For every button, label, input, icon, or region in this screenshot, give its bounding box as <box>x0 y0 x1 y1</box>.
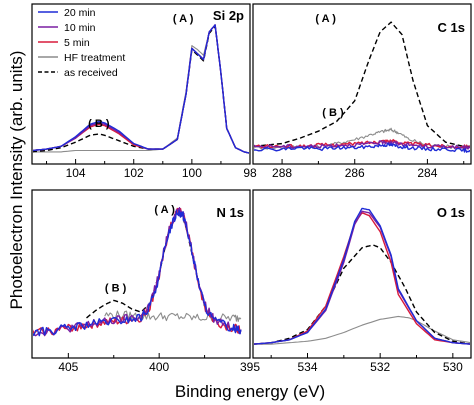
series-line-20-min <box>33 209 242 337</box>
panel-title: Si 2p <box>213 8 244 23</box>
plot-area <box>254 21 470 153</box>
panel-frame <box>31 189 251 359</box>
series-line-10-min <box>254 210 470 345</box>
panel-n-1s: 405 400 395 N 1s ( A ) ( B ) <box>31 189 260 374</box>
series-line-20-min <box>33 24 249 154</box>
plot-area <box>33 24 249 154</box>
series-line-5-min <box>254 212 470 345</box>
x-tick-label: 284 <box>417 166 437 180</box>
peak-annotation: ( A ) <box>173 13 194 25</box>
series-line-20-min <box>254 142 470 153</box>
series-line-as-received <box>254 21 470 148</box>
panel-frame <box>252 3 472 165</box>
x-tick-label: 395 <box>240 360 260 374</box>
series-line-as-received <box>254 244 470 345</box>
legend-label: 20 min <box>64 7 96 19</box>
panel-title: N 1s <box>217 205 244 220</box>
peak-annotation: ( A ) <box>154 204 175 216</box>
x-tick-label: 400 <box>149 360 169 374</box>
x-tick-label: 286 <box>345 166 365 180</box>
plot-area <box>254 207 470 345</box>
x-tick-label: 530 <box>443 360 463 374</box>
panel-title: C 1s <box>438 20 465 35</box>
peak-annotation: ( B ) <box>322 107 344 119</box>
series-line-20-min <box>254 207 470 345</box>
legend-label: 10 min <box>64 22 96 34</box>
peak-annotation: ( A ) <box>315 13 336 25</box>
x-axis-label: Binding energy (eV) <box>175 382 325 401</box>
y-axis-label: Photoelectron Intensity (arb. units) <box>7 51 26 310</box>
legend-label: as received <box>64 67 118 79</box>
panel-frame <box>252 189 472 359</box>
legend: 20 min 10 min 5 min HF treatment as received <box>38 7 125 79</box>
legend-label: 5 min <box>64 37 90 49</box>
peak-annotation: ( B ) <box>88 118 110 130</box>
plot-area <box>33 206 242 337</box>
x-tick-label: 534 <box>297 360 317 374</box>
panel-si-2p: 104 102 100 98 Si 2p ( A ) ( B ) <box>31 3 257 180</box>
x-tick-label: 104 <box>66 166 86 180</box>
peak-annotation: ( B ) <box>105 283 127 295</box>
legend-label: HF treatment <box>64 52 125 64</box>
panel-o-1s: 534 532 530 O 1s <box>252 189 472 374</box>
x-tick-label: 100 <box>182 166 202 180</box>
x-tick-label: 102 <box>124 166 144 180</box>
series-line-hf-treatment <box>104 310 242 323</box>
x-tick-label: 532 <box>370 360 390 374</box>
panel-title: O 1s <box>437 205 465 220</box>
x-tick-label: 288 <box>272 166 292 180</box>
x-tick-label: 98 <box>243 166 257 180</box>
panel-c-1s: 288 286 284 C 1s ( A ) ( B ) <box>252 3 472 180</box>
series-line-10-min <box>254 140 470 151</box>
x-tick-label: 405 <box>58 360 78 374</box>
panel-frame <box>31 3 251 165</box>
